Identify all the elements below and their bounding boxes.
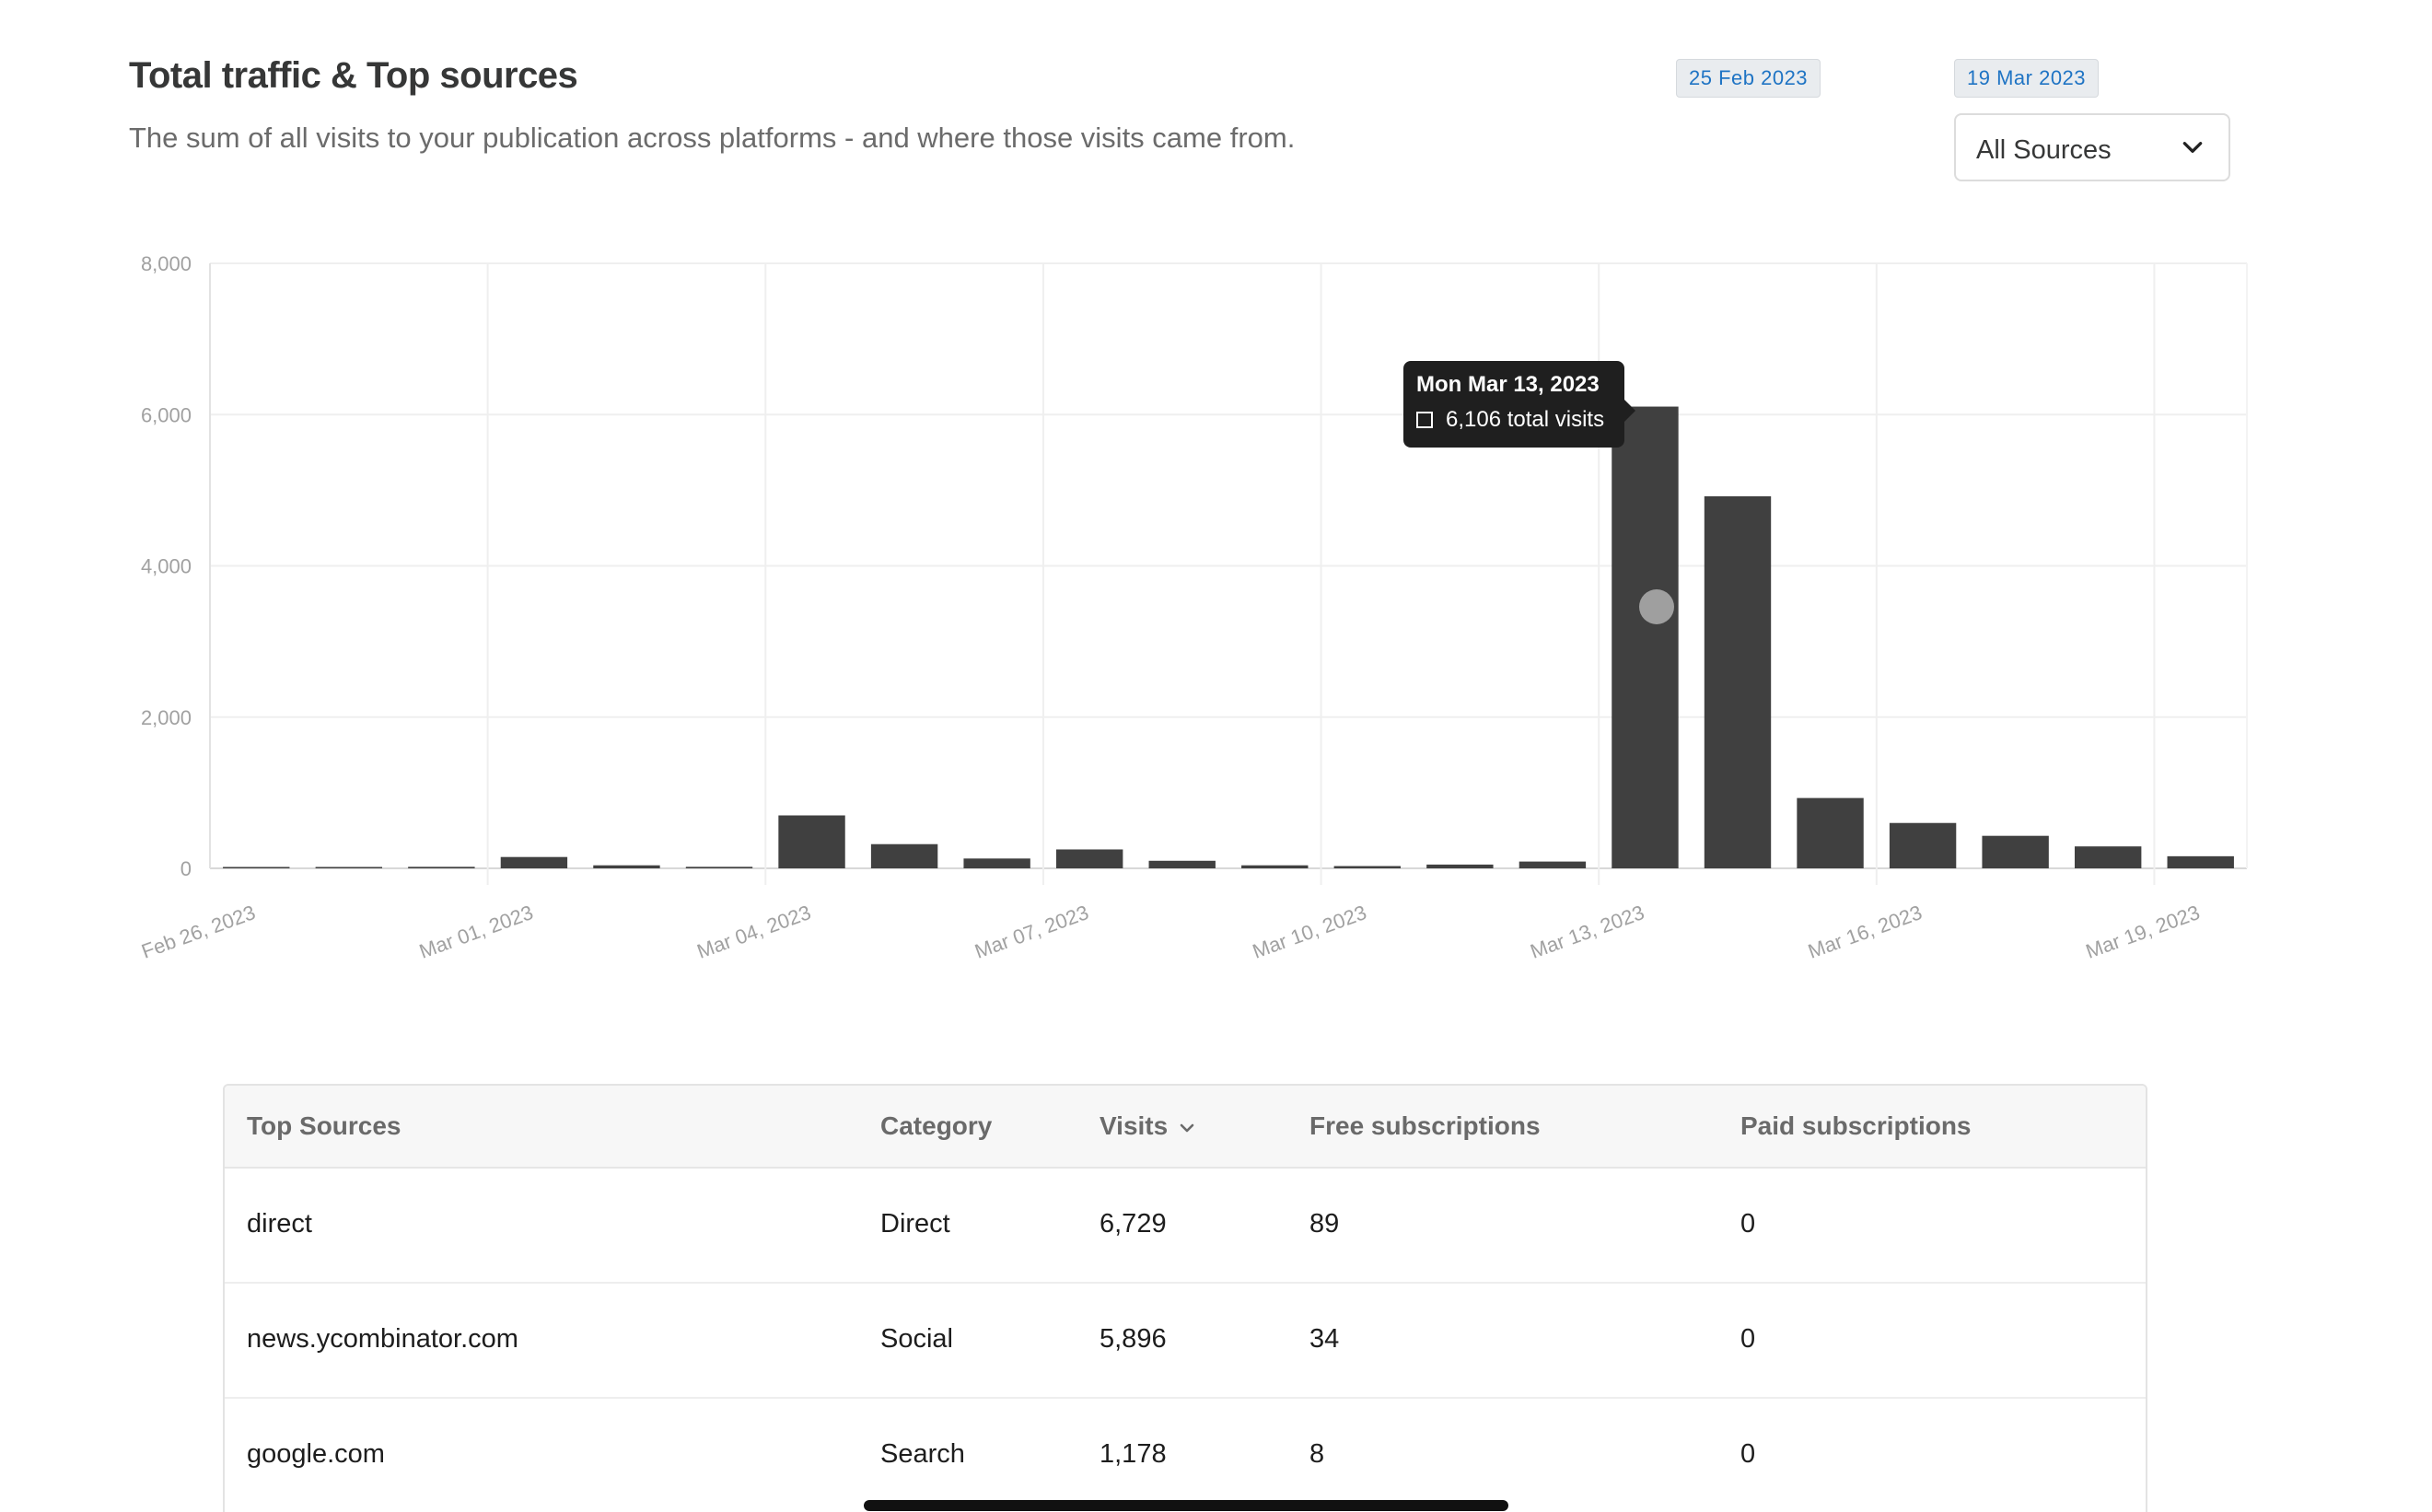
legend-swatch-icon [1416,412,1433,428]
cell-visits: 5,896 [1100,1324,1167,1354]
bar [1612,406,1679,868]
x-tick-label: Mar 04, 2023 [694,901,814,963]
cell-visits: 6,729 [1100,1209,1167,1239]
y-tick-label: 0 [180,857,192,880]
bar [1797,797,1864,868]
column-header-visits[interactable]: Visits [1100,1111,1195,1141]
cell-visits: 1,178 [1100,1439,1167,1469]
table-row[interactable]: google.com Search 1,178 8 0 [225,1399,2146,1512]
chart-tooltip: Mon Mar 13, 2023 6,106 total visits [1403,361,1635,448]
bar [1241,865,1309,868]
bar [2167,855,2234,868]
top-sources-table: Top Sources Category Visits Free subscri… [223,1084,2147,1512]
column-header-top-sources[interactable]: Top Sources [247,1111,401,1140]
bar [1889,822,1957,868]
tooltip-date: Mon Mar 13, 2023 [1416,372,1600,397]
cell-source: direct [247,1209,312,1239]
bar [2074,846,2142,868]
tooltip-value: 6,106 total visits [1446,407,1605,432]
bar [1426,864,1494,868]
date-range-end[interactable]: 19 Mar 2023 [1954,59,2100,98]
x-tick-label: Mar 07, 2023 [972,901,1091,963]
tooltip-row: 6,106 total visits [1416,407,1612,433]
bar [1055,849,1123,868]
bar [1333,866,1402,868]
chart-bars [223,406,2234,868]
bar [685,866,753,868]
tooltip-arrow [1624,400,1635,422]
column-header-free-subscriptions[interactable]: Free subscriptions [1309,1111,1541,1140]
table-row[interactable]: direct Direct 6,729 89 0 [225,1169,2146,1284]
source-filter-select[interactable]: All Sources [1954,113,2230,181]
x-tick-label: Mar 16, 2023 [1805,901,1925,963]
bar [778,815,845,868]
bar [408,866,475,868]
table-row[interactable]: news.ycombinator.com Social 5,896 34 0 [225,1284,2146,1399]
hover-marker [1639,589,1674,624]
column-header-category[interactable]: Category [880,1111,993,1140]
cell-free-subscriptions: 89 [1309,1209,1340,1239]
bar [315,866,383,868]
cell-paid-subscriptions: 0 [1740,1209,1756,1239]
page-title: Total traffic & Top sources [129,55,578,96]
bar [963,858,1030,868]
x-tick-label: Mar 01, 2023 [416,901,536,963]
x-axis-ticks: Feb 26, 2023 Mar 01, 2023 Mar 04, 2023 Mar … [138,901,2203,963]
cell-free-subscriptions: 8 [1309,1439,1325,1469]
y-tick-label: 4,000 [141,555,192,578]
y-tick-label: 2,000 [141,706,192,729]
x-tick-label: Mar 13, 2023 [1527,901,1647,963]
y-tick-label: 6,000 [141,403,192,426]
cell-category: Direct [880,1209,950,1239]
x-tick-label: Mar 19, 2023 [2083,901,2203,963]
chevron-down-icon [1180,1123,1194,1132]
cell-paid-subscriptions: 0 [1740,1439,1756,1469]
y-tick-label: 8,000 [141,252,192,275]
cell-free-subscriptions: 34 [1309,1324,1340,1354]
column-header-visits-label: Visits [1100,1111,1169,1140]
x-tick-label: Mar 10, 2023 [1250,901,1369,963]
bar [1704,495,1772,868]
x-tick-label: Feb 26, 2023 [138,901,258,963]
source-filter-value: All Sources [1976,135,2112,165]
cell-category: Social [880,1324,953,1354]
bar [500,856,568,868]
table-header-row: Top Sources Category Visits Free subscri… [225,1086,2146,1169]
column-header-paid-subscriptions[interactable]: Paid subscriptions [1740,1111,1972,1140]
page-subtitle: The sum of all visits to your publicatio… [129,122,1296,154]
bar [1519,861,1587,868]
bar [223,866,290,868]
bar [1982,835,2049,868]
traffic-bar-chart: 0 2,000 4,000 6,000 8,000 Feb 26, 2023 Mar 01… [138,252,2248,963]
home-indicator [864,1500,1508,1511]
bar [1148,860,1216,868]
bar [593,865,660,868]
cell-category: Search [880,1439,965,1469]
cell-source: google.com [247,1439,385,1469]
chevron-down-icon [2182,142,2203,153]
chart-gridlines [209,262,2248,885]
cell-source: news.ycombinator.com [247,1324,518,1354]
date-range-start[interactable]: 25 Feb 2023 [1676,59,1821,98]
bar [870,843,938,868]
cell-paid-subscriptions: 0 [1740,1324,1756,1354]
y-axis-ticks: 0 2,000 4,000 6,000 8,000 [141,252,192,880]
